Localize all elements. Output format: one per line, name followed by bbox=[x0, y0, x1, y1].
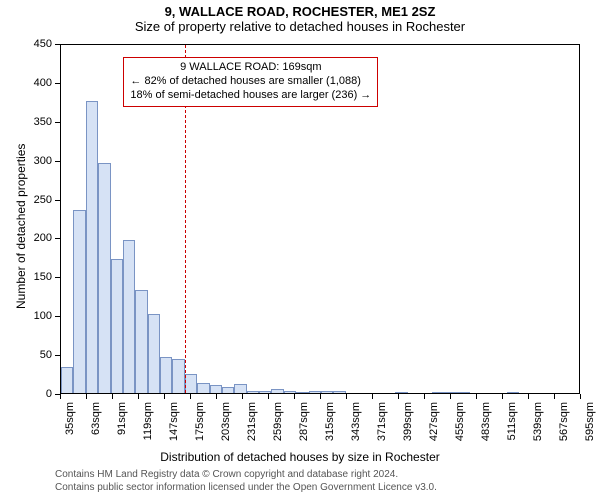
x-tick-label: 147sqm bbox=[168, 402, 180, 441]
callout-line: ← 82% of detached houses are smaller (1,… bbox=[130, 75, 371, 89]
y-tick-label: 400 bbox=[0, 77, 52, 89]
histogram-bar bbox=[247, 391, 259, 393]
footer-line-1: Contains HM Land Registry data © Crown c… bbox=[55, 468, 437, 481]
histogram-bar bbox=[321, 391, 333, 393]
x-tick-label: 399sqm bbox=[402, 402, 414, 441]
x-tick-label: 455sqm bbox=[454, 402, 466, 441]
histogram-bar bbox=[123, 240, 135, 393]
histogram-bar bbox=[98, 163, 110, 393]
footer: Contains HM Land Registry data © Crown c… bbox=[55, 468, 437, 494]
chart-area: 9 WALLACE ROAD: 169sqm← 82% of detached … bbox=[0, 0, 600, 500]
histogram-bar bbox=[333, 391, 345, 393]
histogram-bar bbox=[61, 367, 73, 393]
histogram-bar bbox=[160, 357, 172, 393]
x-tick-label: 175sqm bbox=[194, 402, 206, 441]
histogram-bar bbox=[234, 384, 246, 393]
x-tick-label: 91sqm bbox=[116, 402, 128, 435]
callout-box: 9 WALLACE ROAD: 169sqm← 82% of detached … bbox=[123, 57, 378, 106]
x-axis-label: Distribution of detached houses by size … bbox=[0, 450, 600, 464]
histogram-bar bbox=[445, 392, 457, 393]
histogram-bar bbox=[172, 359, 184, 393]
x-tick-label: 35sqm bbox=[64, 402, 76, 435]
y-tick-label: 350 bbox=[0, 116, 52, 128]
histogram-bar bbox=[259, 391, 271, 393]
x-tick-label: 231sqm bbox=[246, 402, 258, 441]
y-axis-label: Number of detached properties bbox=[14, 144, 28, 309]
x-tick-label: 315sqm bbox=[324, 402, 336, 441]
histogram-bar bbox=[296, 392, 308, 393]
callout-line: 18% of semi-detached houses are larger (… bbox=[130, 89, 371, 103]
histogram-bar bbox=[73, 210, 85, 393]
y-tick-label: 0 bbox=[0, 388, 52, 400]
x-tick-label: 567sqm bbox=[558, 402, 570, 441]
histogram-bar bbox=[271, 389, 283, 393]
x-tick-label: 483sqm bbox=[480, 402, 492, 441]
x-tick-label: 343sqm bbox=[350, 402, 362, 441]
histogram-bar bbox=[457, 392, 469, 393]
x-tick-label: 511sqm bbox=[506, 402, 518, 440]
histogram-bar bbox=[284, 391, 296, 393]
histogram-bar bbox=[86, 101, 98, 393]
histogram-bar bbox=[197, 383, 209, 393]
histogram-bar bbox=[309, 391, 321, 393]
x-tick-label: 203sqm bbox=[220, 402, 232, 441]
x-tick-label: 595sqm bbox=[584, 402, 596, 441]
callout-line: 9 WALLACE ROAD: 169sqm bbox=[130, 61, 371, 75]
x-tick-label: 259sqm bbox=[272, 402, 284, 441]
histogram-bar bbox=[222, 387, 234, 393]
histogram-bar bbox=[395, 392, 407, 393]
plot-area: 9 WALLACE ROAD: 169sqm← 82% of detached … bbox=[60, 44, 580, 394]
histogram-bar bbox=[185, 374, 197, 393]
x-tick-label: 371sqm bbox=[376, 402, 388, 441]
x-tick-label: 427sqm bbox=[428, 402, 440, 441]
y-tick-label: 100 bbox=[0, 310, 52, 322]
x-tick-label: 287sqm bbox=[298, 402, 310, 441]
x-tick-label: 119sqm bbox=[142, 402, 154, 440]
footer-line-2: Contains public sector information licen… bbox=[55, 481, 437, 494]
y-tick-label: 50 bbox=[0, 349, 52, 361]
histogram-bar bbox=[148, 314, 160, 393]
x-tick-label: 63sqm bbox=[90, 402, 102, 435]
histogram-bar bbox=[111, 259, 123, 393]
histogram-bar bbox=[432, 392, 444, 393]
x-tick-label: 539sqm bbox=[532, 402, 544, 441]
histogram-bar bbox=[210, 385, 222, 393]
histogram-bar bbox=[135, 290, 147, 393]
histogram-bar bbox=[507, 392, 519, 393]
y-tick-label: 450 bbox=[0, 38, 52, 50]
